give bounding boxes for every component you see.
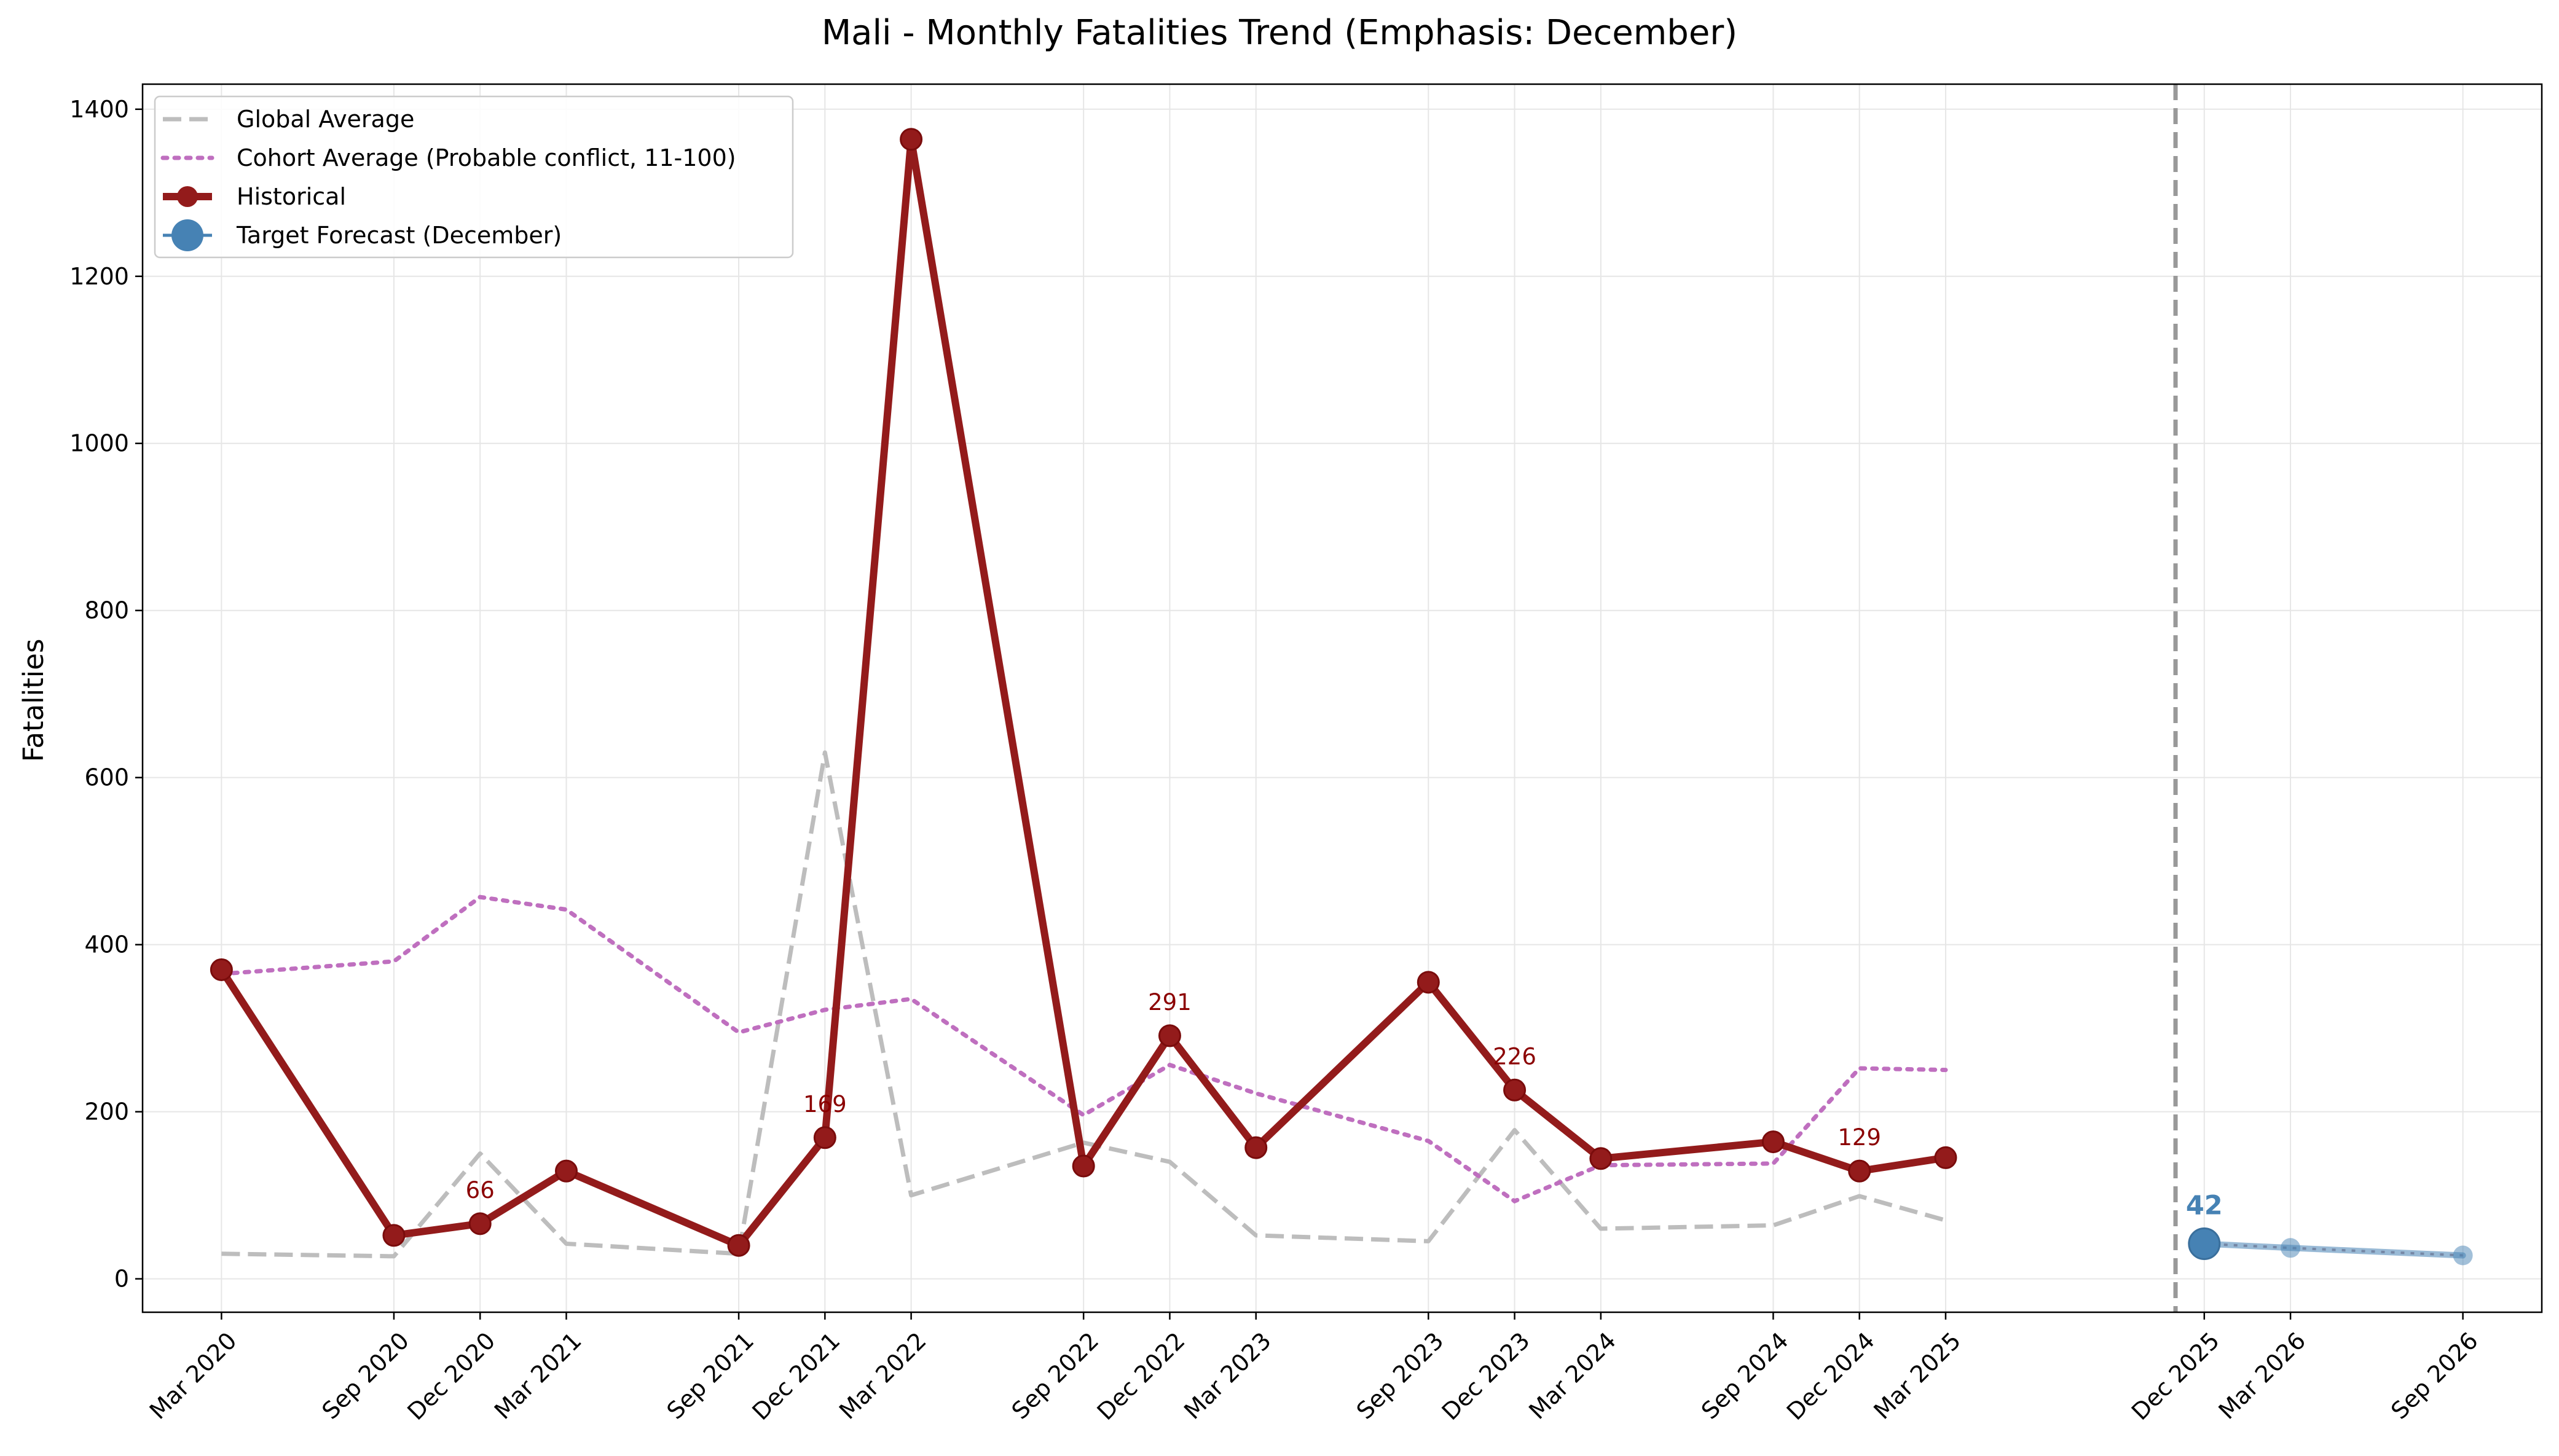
forecast-point — [2453, 1245, 2473, 1266]
legend-label: Target Forecast (December) — [236, 222, 562, 249]
legend-box — [154, 95, 794, 259]
historical-point — [1072, 1154, 1095, 1178]
historical-point — [1158, 1024, 1181, 1047]
historical-point — [210, 958, 233, 981]
historical-point — [382, 1224, 406, 1247]
y-tick-label: 1200 — [69, 263, 129, 290]
data-label: 291 — [1148, 989, 1192, 1016]
y-tick-label: 600 — [84, 764, 129, 791]
legend-label: Historical — [237, 183, 346, 210]
forecast-point — [2281, 1238, 2301, 1258]
historical-point — [813, 1126, 836, 1149]
cohort-average-line — [219, 894, 1948, 1204]
plot-frame — [141, 83, 2543, 1313]
historical-point — [900, 128, 923, 151]
historical-point — [1761, 1130, 1785, 1154]
data-label: 66 — [466, 1177, 495, 1204]
historical-point — [554, 1159, 578, 1183]
legend-swatch-forecast-marker — [171, 219, 203, 251]
historical-point — [1934, 1146, 1957, 1169]
y-tick-label: 200 — [84, 1098, 129, 1125]
chart-title: Mali - Monthly Fatalities Trend (Emphasi… — [822, 13, 1737, 53]
y-tick-label: 1000 — [69, 430, 129, 457]
historical-point — [1503, 1078, 1527, 1102]
y-tick-label: 400 — [84, 931, 129, 958]
data-label: 226 — [1493, 1043, 1536, 1070]
historical-point — [1589, 1147, 1613, 1170]
historical-point — [468, 1212, 492, 1235]
legend: Global Average Cohort Average (Probable c… — [154, 95, 794, 259]
y-tick-label: 800 — [84, 597, 129, 624]
historical-line — [218, 135, 1946, 1250]
legend-swatch-historical-marker — [177, 186, 198, 207]
historical-point — [1848, 1159, 1871, 1183]
forecast-value-label: 42 — [2186, 1190, 2223, 1221]
historical-point — [1244, 1136, 1268, 1159]
y-axis-label: Fatalities — [17, 639, 50, 762]
y-tick-label: 0 — [114, 1266, 129, 1293]
data-label: 129 — [1838, 1124, 1881, 1151]
global-average-line — [221, 750, 1946, 1259]
forecast-target-point — [2188, 1227, 2221, 1260]
historical-point — [727, 1234, 750, 1257]
y-tick-label: 1400 — [69, 96, 129, 123]
legend-label: Cohort Average (Probable conflict, 11-10… — [237, 144, 736, 171]
historical-point — [1417, 971, 1440, 994]
legend-label: Global Average — [237, 106, 414, 133]
data-label: 169 — [803, 1091, 847, 1117]
